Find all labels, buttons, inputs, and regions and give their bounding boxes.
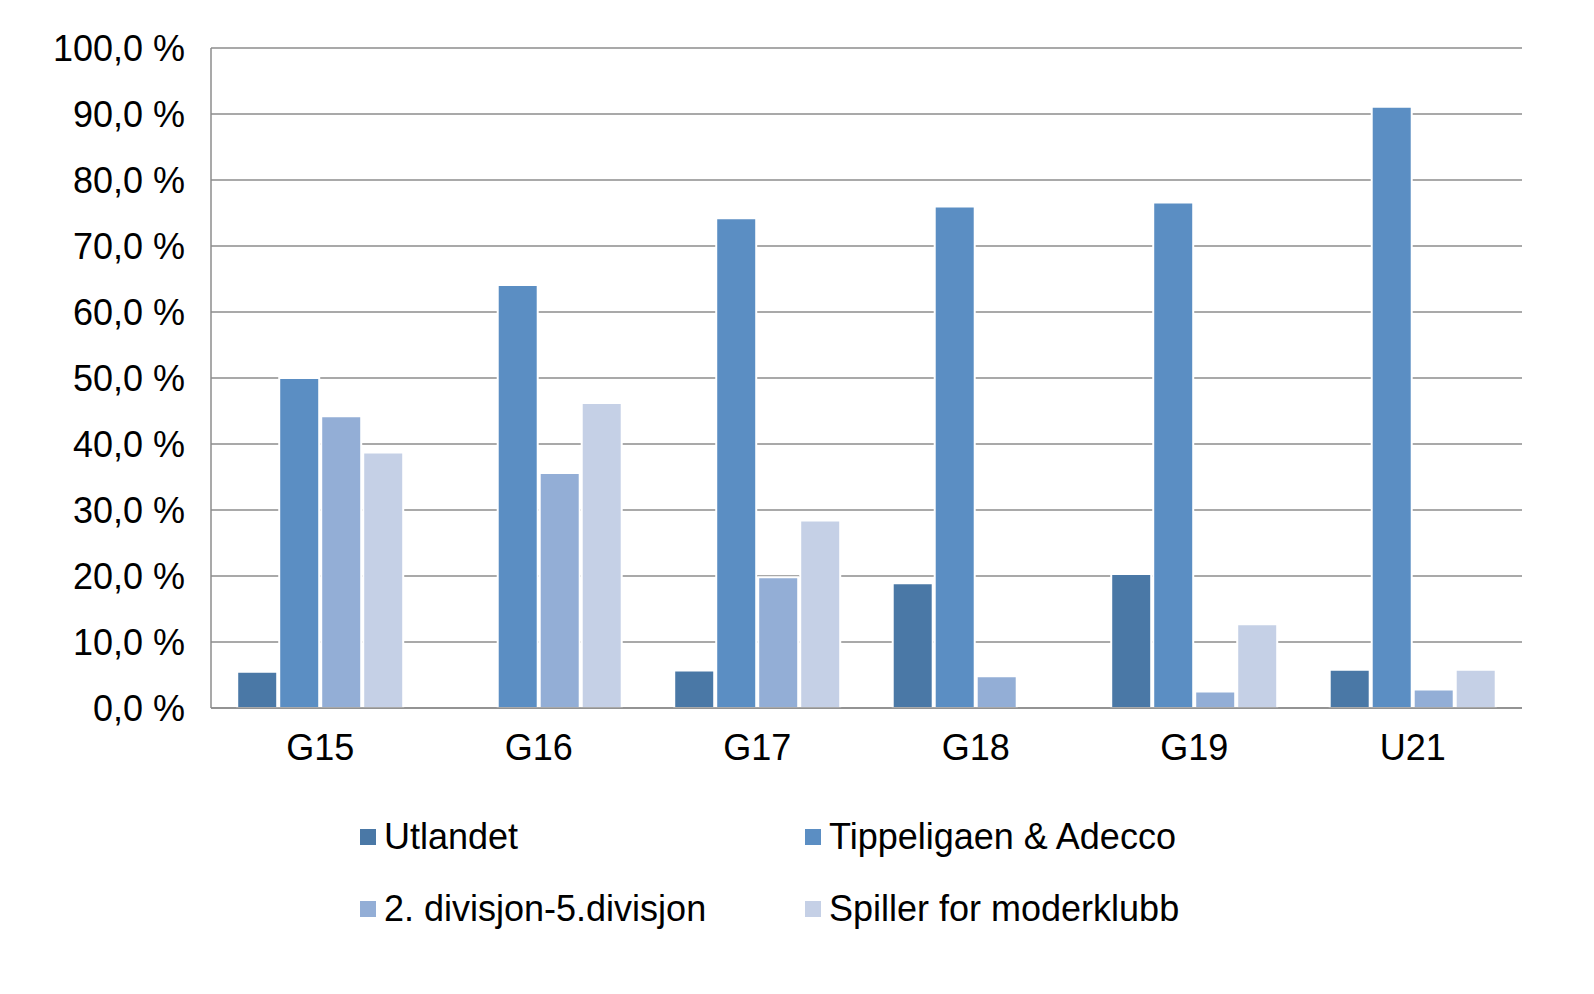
svg-text:20,0 %: 20,0 %	[73, 556, 185, 597]
html-text:2. divisjon-5.divisjon: 2. divisjon-5.divisjon	[384, 888, 707, 929]
html-text:Tippeligaen & Adecco: Tippeligaen & Adecco	[829, 816, 1176, 857]
svg-text:0,0 %: 0,0 %	[93, 688, 185, 729]
html-text:Spiller for moderklubb: Spiller for moderklubb	[829, 888, 1180, 929]
svg-text:80,0 %: 80,0 %	[73, 160, 185, 201]
svg-text:90,0 %: 90,0 %	[73, 94, 185, 135]
svg-text:G17: G17	[723, 727, 791, 768]
svg-text:G18: G18	[942, 727, 1010, 768]
svg-text:G16: G16	[505, 727, 573, 768]
svg-text:G19: G19	[1160, 727, 1228, 768]
svg-text:60,0 %: 60,0 %	[73, 292, 185, 333]
svg-text:70,0 %: 70,0 %	[73, 226, 185, 267]
svg-text:G15: G15	[286, 727, 354, 768]
svg-text:50,0 %: 50,0 %	[73, 358, 185, 399]
svg-text:100,0 %: 100,0 %	[53, 28, 185, 69]
svg-text:40,0 %: 40,0 %	[73, 424, 185, 465]
svg-text:10,0 %: 10,0 %	[73, 622, 185, 663]
html-text:Utlandet: Utlandet	[384, 816, 519, 857]
svg-text:U21: U21	[1380, 727, 1446, 768]
svg-text:30,0 %: 30,0 %	[73, 490, 185, 531]
